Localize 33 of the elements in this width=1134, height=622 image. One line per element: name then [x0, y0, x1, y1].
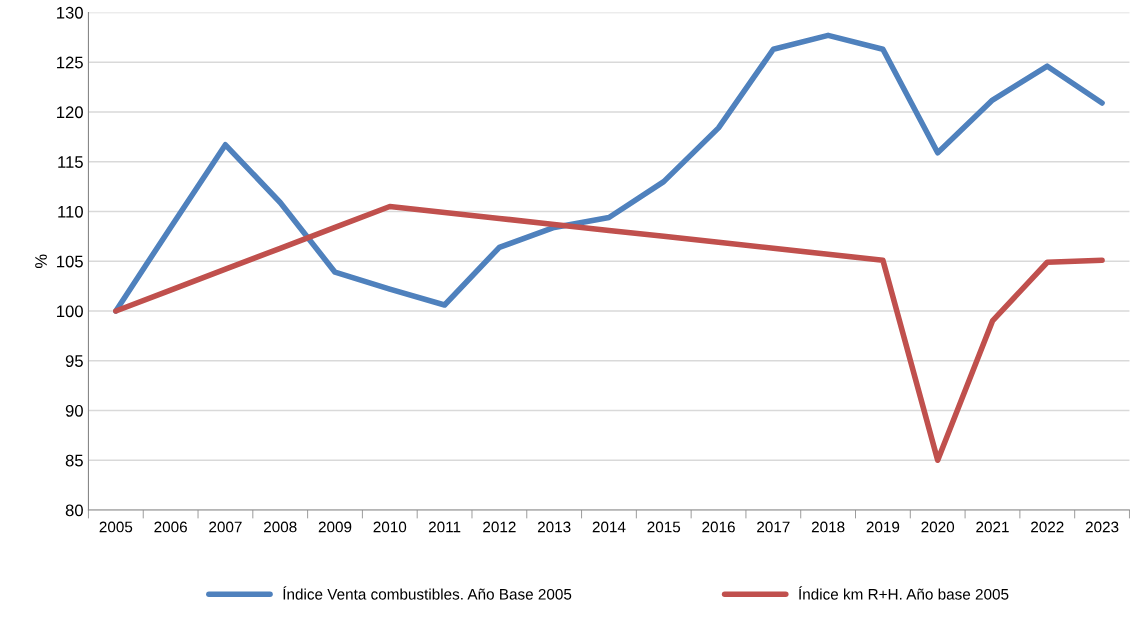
y-tick-label: 115 — [58, 156, 83, 168]
y-tick-label: 80 — [65, 504, 83, 517]
y-tick-label: 120 — [57, 106, 83, 119]
y-tick-label: 85 — [65, 454, 83, 467]
x-tick-label: 2016 — [702, 521, 735, 533]
x-tick-label: 2006 — [154, 521, 187, 533]
y-tick-label: 100 — [57, 305, 83, 318]
x-tick-label: 2022 — [1031, 521, 1064, 533]
x-tick-label: 2019 — [866, 521, 900, 533]
x-tick-label: 2020 — [921, 521, 955, 533]
x-tick-label: 2015 — [647, 521, 681, 533]
legend-label: Índice km R+H. Año base 2005 — [799, 586, 1009, 600]
y-tick-label: 130 — [57, 6, 83, 19]
y-tick-label: 125 — [57, 56, 83, 69]
x-tick-label: 2009 — [318, 521, 352, 533]
x-tick-label: 2010 — [373, 521, 407, 533]
x-tick-label: 2012 — [483, 521, 516, 533]
x-tick-label: 2013 — [537, 521, 571, 533]
x-tick-label: 2018 — [811, 521, 845, 533]
x-tick-label: 2021 — [976, 521, 1009, 533]
x-tick-label: 2017 — [757, 521, 790, 533]
y-tick-label: 90 — [65, 404, 83, 417]
x-tick-label: 2011 — [428, 521, 461, 533]
x-tick-label: 2014 — [592, 521, 626, 533]
y-tick-label: 105 — [57, 255, 83, 268]
x-tick-label: 2005 — [99, 521, 133, 533]
legend-label: Índice Venta combustibles. Año Base 2005 — [283, 586, 572, 600]
y-axis-title: % — [35, 254, 47, 269]
y-tick-label: 110 — [58, 205, 83, 218]
y-tick-label: 95 — [65, 355, 83, 367]
x-tick-label: 2008 — [263, 521, 297, 533]
x-tick-label: 2007 — [209, 521, 242, 533]
x-tick-label: 2023 — [1085, 521, 1119, 533]
